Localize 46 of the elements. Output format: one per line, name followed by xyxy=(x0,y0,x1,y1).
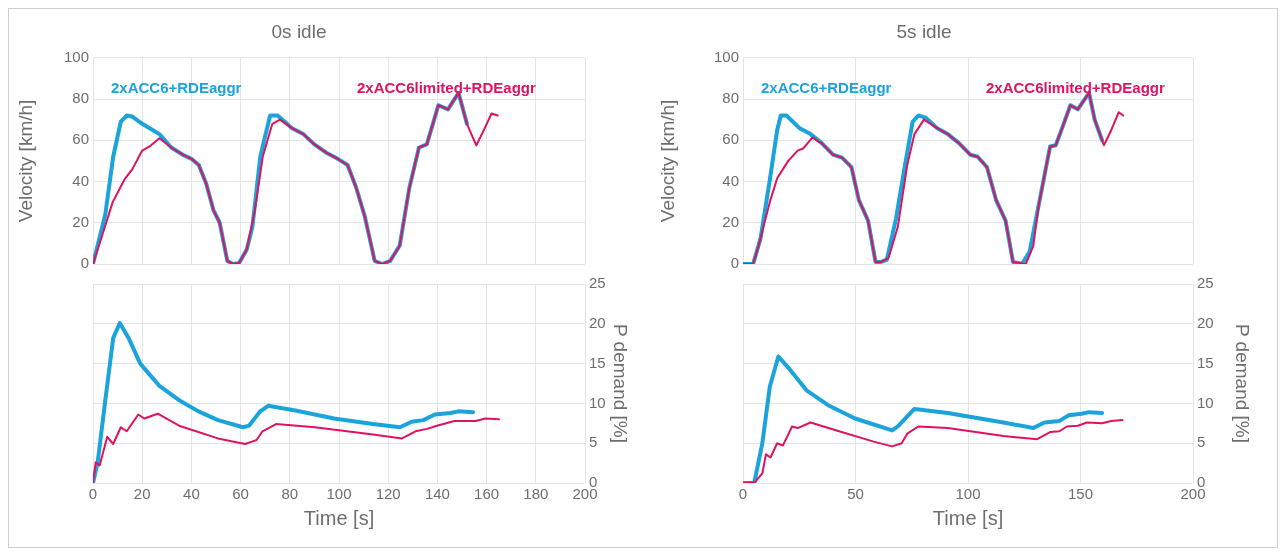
x-tick-label: 100 xyxy=(955,485,981,503)
y2-tick-label: 15 xyxy=(1197,353,1214,371)
y-tick-label: 60 xyxy=(722,130,739,148)
y2-axis-title: P demand [%] xyxy=(1232,323,1254,444)
y2-tick-label: 25 xyxy=(589,274,606,292)
y2-tick-label: 10 xyxy=(589,393,606,411)
y-tick-label: 0 xyxy=(730,254,739,272)
y-tick-label: 20 xyxy=(722,212,739,230)
y-tick-label: 20 xyxy=(72,212,89,230)
series-label: 2xACC6+RDEaggr xyxy=(761,78,892,96)
x-tick-label: 180 xyxy=(523,485,549,503)
x-tick-label: 120 xyxy=(375,485,401,503)
y2-tick-label: 5 xyxy=(589,433,598,451)
x-tick-label: 160 xyxy=(474,485,500,503)
series-label: 2xACC6limited+RDEaggr xyxy=(986,78,1165,96)
series-label: 2xACC6+RDEaggr xyxy=(111,78,242,96)
x-tick-label: 140 xyxy=(424,485,450,503)
y2-tick-label: 20 xyxy=(1197,313,1214,331)
x-tick-label: 40 xyxy=(183,485,200,503)
y-tick-label: 80 xyxy=(722,89,739,107)
y2-axis-title: P demand [%] xyxy=(610,323,632,444)
x-tick-label: 100 xyxy=(326,485,352,503)
y-tick-label: 40 xyxy=(72,171,89,189)
y2-tick-label: 15 xyxy=(589,353,606,371)
y2-tick-label: 5 xyxy=(1197,433,1206,451)
y-axis-title: Velocity [km/h] xyxy=(14,99,36,223)
y2-tick-label: 25 xyxy=(1197,274,1214,292)
y2-tick-label: 10 xyxy=(1197,393,1214,411)
y-tick-label: 80 xyxy=(72,89,89,107)
x-tick-label: 150 xyxy=(1067,485,1094,503)
x-tick-label: 20 xyxy=(133,485,151,503)
series-label: 2xACC6limited+RDEaggr xyxy=(357,78,536,96)
x-tick-label: 80 xyxy=(281,485,299,503)
x-tick-label: 60 xyxy=(232,485,249,503)
y2-tick-label: 20 xyxy=(589,313,606,331)
y-tick-label: 100 xyxy=(63,47,89,65)
y-tick-label: 60 xyxy=(72,130,89,148)
y-tick-label: 100 xyxy=(713,47,739,65)
x-tick-label: 50 xyxy=(847,485,864,503)
x-axis-title: Time [s] xyxy=(932,506,1004,529)
chart-title: 5s idle xyxy=(896,20,952,42)
y-axis-title: Velocity [km/h] xyxy=(656,99,678,223)
y-tick-label: 0 xyxy=(80,254,89,272)
chart-title: 0s idle xyxy=(271,20,327,42)
y-tick-label: 40 xyxy=(722,171,739,189)
x-axis-title: Time [s] xyxy=(303,506,375,529)
